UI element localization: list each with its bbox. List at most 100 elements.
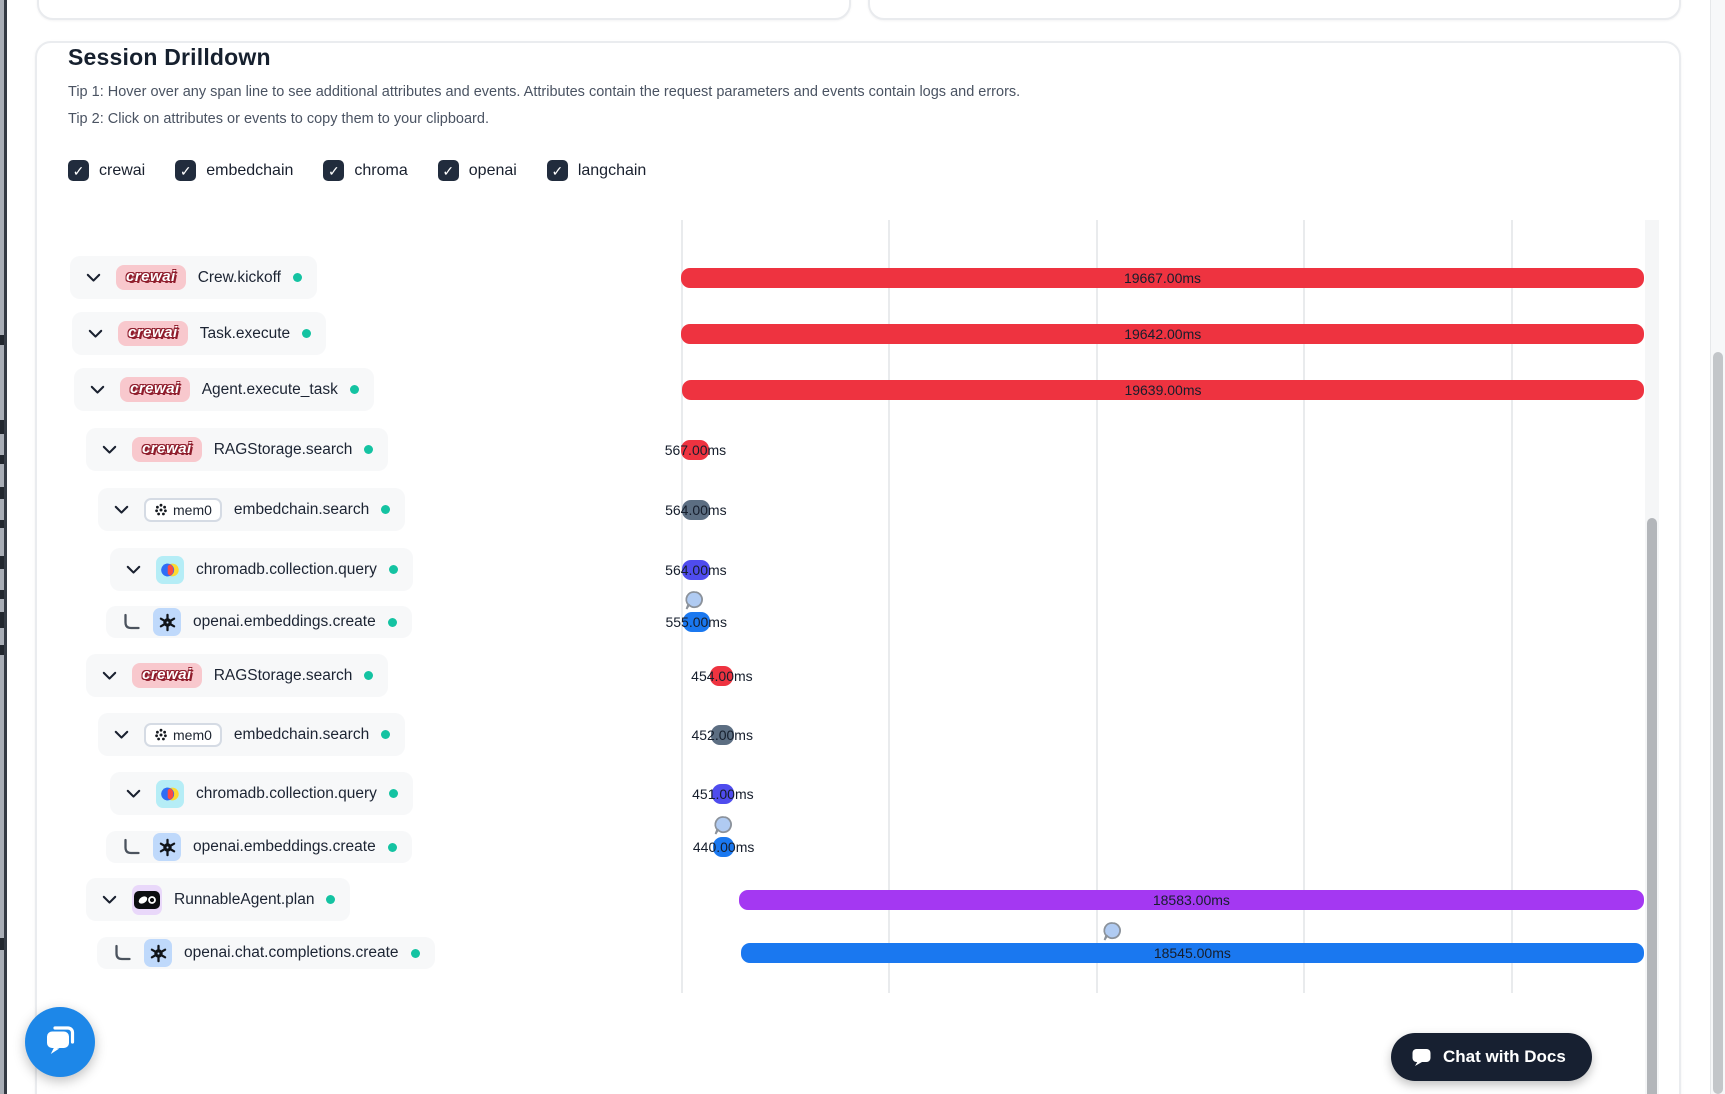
mem0-sphere-icon	[155, 503, 167, 515]
span-row-RAGStorage.search[interactable]: crewai RAGStorage.search	[86, 428, 389, 471]
chevron-down-icon[interactable]	[99, 439, 120, 460]
tip-1-text: Tip 1: Hover over any span line to see a…	[68, 84, 1021, 100]
span-row-openai.embeddings.create[interactable]: openai.embeddings.create	[106, 831, 412, 863]
chevron-down-icon[interactable]	[99, 889, 120, 910]
status-dot	[388, 789, 398, 798]
span-row-Task.execute[interactable]: crewai Task.execute	[72, 312, 327, 355]
filter-langchain[interactable]: ✓ langchain	[546, 160, 646, 181]
status-dot	[326, 895, 336, 904]
span-row-RunnableAgent.plan[interactable]: RunnableAgent.plan	[86, 878, 351, 921]
chevron-down-icon[interactable]	[111, 724, 132, 745]
clipped-text-fragment	[0, 420, 4, 434]
span-duration-label: 567.00ms	[664, 441, 727, 458]
chevron-down-icon[interactable]	[123, 783, 144, 804]
crewai-logo: crewai	[132, 663, 202, 688]
event-bubble-icon[interactable]	[684, 590, 705, 611]
span-bar-RAGStorage.search[interactable]	[681, 439, 710, 460]
gridline	[1096, 220, 1099, 993]
clipped-text-fragment	[0, 612, 4, 628]
tree-elbow-connector-icon	[110, 943, 132, 964]
filter-embedchain[interactable]: ✓ embedchain	[175, 160, 293, 181]
span-name: chromadb.collection.query	[196, 560, 377, 578]
gridline	[681, 220, 683, 993]
chat-bubbles-icon	[42, 1023, 78, 1062]
span-bar-embedchain.search[interactable]	[681, 499, 710, 520]
event-bubble-icon[interactable]	[1102, 921, 1123, 942]
window-scrollbar-thumb[interactable]	[1713, 352, 1723, 1094]
clipped-text-fragment	[0, 556, 4, 569]
span-row-openai.embeddings.create[interactable]: openai.embeddings.create	[106, 606, 412, 638]
tree-elbow-connector-icon	[119, 837, 141, 858]
span-duration-label: 19642.00ms	[1124, 325, 1202, 342]
span-row-RAGStorage.search[interactable]: crewai RAGStorage.search	[86, 654, 389, 697]
span-bar-embedchain.search[interactable]	[710, 724, 734, 745]
tree-elbow-connector-icon	[119, 612, 141, 633]
chevron-down-icon[interactable]	[123, 559, 144, 580]
crewai-logo: crewai	[118, 321, 188, 346]
status-dot	[410, 948, 420, 958]
library-filters: ✓ crewai ✓ embedchain ✓ chroma ✓ openai ✓ langcha…	[68, 160, 646, 181]
span-name: openai.embeddings.create	[193, 613, 376, 630]
filter-label: embedchain	[206, 161, 294, 179]
clipped-text-fragment	[0, 455, 4, 464]
gridline	[888, 220, 891, 993]
chevron-down-icon[interactable]	[85, 323, 106, 344]
span-duration-label: 555.00ms	[665, 614, 727, 630]
span-bar-RAGStorage.search[interactable]	[710, 665, 734, 686]
page-edge-divider	[4, 0, 7, 1094]
crewai-logo: crewai	[120, 377, 190, 402]
span-bar-Crew.kickoff[interactable]	[681, 267, 1644, 288]
chart-scrollbar-track	[1645, 220, 1659, 1094]
span-bar-RunnableAgent.plan[interactable]	[738, 889, 1644, 910]
span-row-Agent.execute_task[interactable]: crewai Agent.execute_task	[74, 368, 374, 411]
filter-chroma[interactable]: ✓ chroma	[323, 160, 408, 181]
span-row-chromadb.collection.query[interactable]: chromadb.collection.query	[110, 772, 413, 815]
span-bar-chromadb.collection.query[interactable]	[682, 559, 710, 580]
langchain-logo	[132, 884, 162, 915]
checkbox-checked-icon[interactable]: ✓	[323, 160, 345, 181]
chevron-down-icon[interactable]	[83, 267, 104, 288]
event-bubble-icon[interactable]	[713, 815, 734, 836]
filter-label: chroma	[354, 161, 408, 179]
span-row-embedchain.search[interactable]: mem0 embedchain.search	[98, 488, 406, 531]
chevron-down-icon[interactable]	[111, 499, 132, 520]
top-card-left	[37, 0, 851, 20]
span-row-chromadb.collection.query[interactable]: chromadb.collection.query	[110, 548, 413, 591]
chart-scrollbar-thumb[interactable]	[1647, 518, 1657, 1094]
span-duration-label: 440.00ms	[692, 839, 755, 855]
span-duration-label: 564.00ms	[665, 561, 727, 578]
filter-crewai[interactable]: ✓ crewai	[68, 160, 145, 181]
gridline	[1511, 220, 1514, 993]
span-bar-openai.embeddings.create[interactable]	[712, 837, 735, 857]
span-row-openai.chat.completions.create[interactable]: openai.chat.completions.create	[97, 937, 435, 969]
clipped-text-fragment	[0, 938, 4, 950]
chevron-down-icon[interactable]	[87, 379, 108, 400]
filter-openai[interactable]: ✓ openai	[437, 160, 517, 181]
checkbox-checked-icon[interactable]: ✓	[546, 160, 568, 181]
span-row-embedchain.search[interactable]: mem0 embedchain.search	[98, 713, 406, 756]
span-name: openai.chat.completions.create	[184, 944, 399, 961]
checkbox-checked-icon[interactable]: ✓	[68, 160, 89, 181]
status-dot	[381, 730, 391, 739]
span-duration-label: 451.00ms	[692, 785, 754, 802]
filter-label: crewai	[99, 161, 146, 179]
span-duration-label: 18545.00ms	[1153, 945, 1231, 961]
span-row-Crew.kickoff[interactable]: crewai Crew.kickoff	[70, 256, 317, 299]
span-name: RAGStorage.search	[213, 440, 353, 458]
span-bar-chromadb.collection.query[interactable]	[711, 783, 734, 804]
checkbox-checked-icon[interactable]: ✓	[437, 160, 459, 181]
span-bar-openai.chat.completions.create[interactable]	[740, 943, 1644, 963]
filter-label: openai	[468, 161, 517, 179]
span-bar-Task.execute[interactable]	[681, 323, 1644, 344]
checkbox-checked-icon[interactable]: ✓	[175, 160, 197, 181]
clipped-text-fragment	[0, 645, 4, 655]
chat-widget-button[interactable]	[25, 1007, 95, 1077]
span-bar-openai.embeddings.create[interactable]	[682, 612, 710, 632]
chroma-logo	[156, 555, 184, 584]
span-bar-Agent.execute_task[interactable]	[681, 379, 1644, 400]
status-dot	[292, 273, 302, 282]
chat-with-docs-button[interactable]: Chat with Docs	[1391, 1033, 1592, 1081]
clipped-text-fragment	[0, 335, 4, 345]
chevron-down-icon[interactable]	[99, 665, 120, 686]
